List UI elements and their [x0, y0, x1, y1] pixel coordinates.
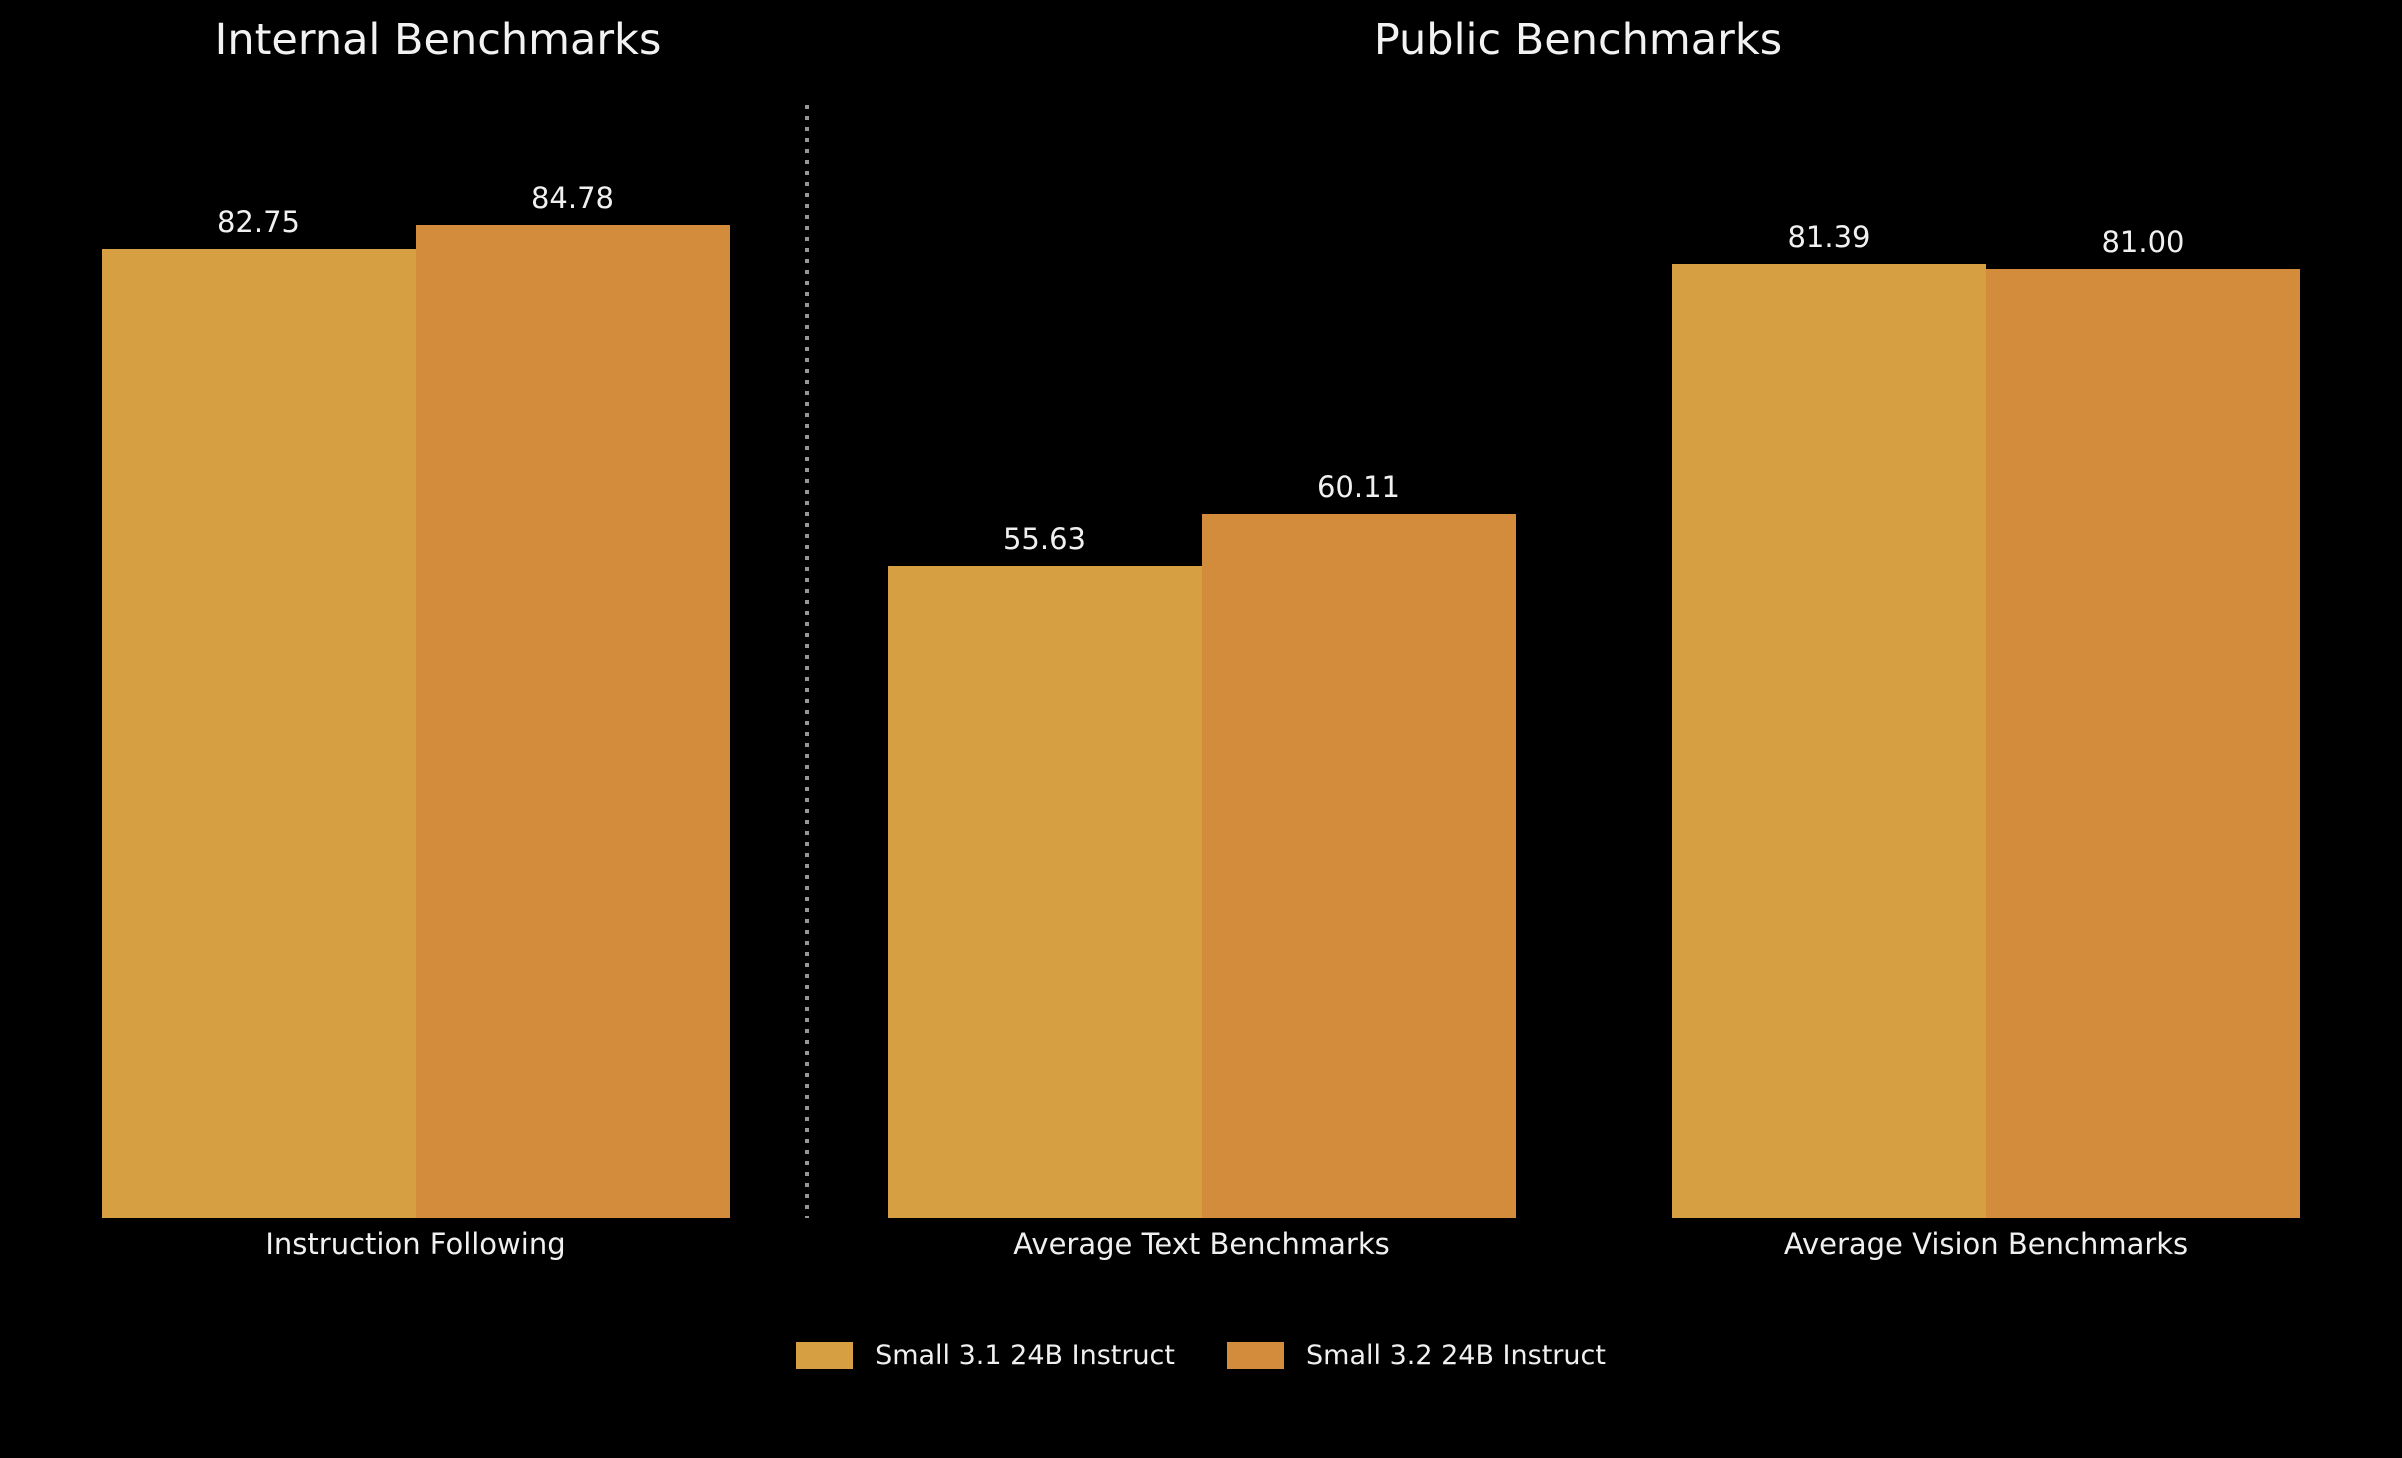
bar-series-1-group-0: [415, 224, 730, 1218]
x-tick-label-2: Average Vision Benchmarks: [1783, 1227, 2189, 1261]
x-tick-label-1: Average Text Benchmarks: [1013, 1227, 1390, 1261]
bar-series-1-group-1: [1201, 513, 1516, 1218]
bar-series-1-group-2: [1986, 269, 2300, 1218]
panel-separator: [805, 105, 809, 1218]
legend-swatch-icon: [796, 1342, 854, 1369]
legend-swatch-icon: [1227, 1342, 1284, 1369]
value-label-series-0-group-2: 81.39: [1787, 220, 1871, 255]
legend-item-1: Small 3.2 24B Instruct: [1227, 1340, 1606, 1371]
legend-label: Small 3.2 24B Instruct: [1306, 1340, 1606, 1371]
value-label-series-1-group-1: 60.11: [1316, 469, 1401, 504]
bar-series-0-group-0: [101, 248, 416, 1218]
value-label-series-1-group-0: 84.78: [530, 180, 615, 215]
value-label-series-0-group-0: 82.75: [216, 204, 301, 239]
value-label-series-0-group-1: 55.63: [1002, 522, 1087, 557]
legend: Small 3.1 24B Instruct Small 3.2 24B Inst…: [0, 1340, 2402, 1371]
legend-item-0: Small 3.1 24B Instruct: [796, 1340, 1175, 1371]
bar-series-0-group-1: [887, 566, 1202, 1218]
bar-series-0-group-2: [1672, 264, 1986, 1218]
panel-title-internal: Internal Benchmarks: [214, 15, 662, 65]
value-label-series-1-group-2: 81.00: [2101, 225, 2185, 260]
x-tick-label-0: Instruction Following: [265, 1227, 566, 1261]
panel-title-public: Public Benchmarks: [1373, 15, 1783, 65]
legend-label: Small 3.1 24B Instruct: [875, 1340, 1175, 1371]
